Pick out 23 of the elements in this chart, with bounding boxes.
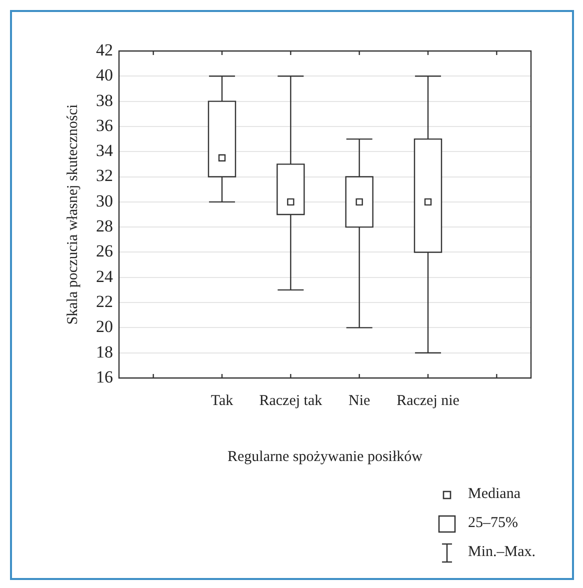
y-tick-label: 26: [96, 242, 113, 261]
text: Mediana: [468, 486, 520, 503]
y-tick-label: 36: [96, 116, 113, 135]
y-tick-label: 24: [96, 266, 114, 286]
y-tick-label: 18: [96, 342, 113, 362]
x-tick-label: Nie: [348, 392, 370, 409]
y-tick-label: 30: [96, 191, 113, 210]
y-tick-label: 28: [96, 216, 113, 236]
y-tick-label: 32: [96, 166, 113, 186]
x-axis-title: Regularne spożywanie posiłków: [228, 448, 423, 465]
y-tick-label: 38: [96, 90, 113, 110]
x-tick-label: Raczej tak: [259, 392, 323, 409]
y-tick-label: 40: [96, 66, 113, 85]
x-tick-label: Raczej nie: [396, 392, 460, 409]
x-tick-label: Tak: [210, 392, 234, 409]
y-tick-label: 22: [96, 292, 113, 312]
y-tick-label: 42: [96, 40, 113, 60]
y-tick-label: 20: [96, 317, 113, 336]
y-tick-label: 16: [96, 367, 113, 386]
y-axis-title: Skala poczucia własnej skuteczności: [64, 104, 81, 325]
text: Min.–Max.: [468, 544, 536, 561]
y-tick-label: 34: [96, 141, 114, 160]
text: 25–75%: [468, 515, 518, 532]
